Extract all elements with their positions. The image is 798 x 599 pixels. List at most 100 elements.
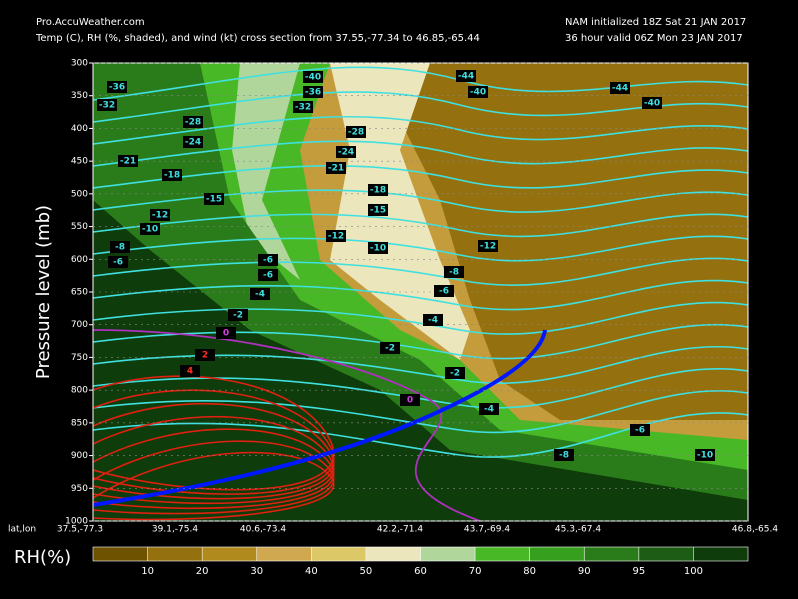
x-tick-label: 45.3,-67.4 [555, 525, 601, 535]
contour-label: -12 [480, 242, 496, 252]
contour-label: 4 [187, 367, 193, 377]
contour-label-box [250, 288, 270, 300]
colorbar-swatch [147, 547, 203, 561]
contour-label: -4 [428, 316, 438, 326]
colorbar-swatch [693, 547, 748, 561]
contour-label-box [140, 223, 160, 235]
y-tick-label: 750 [71, 353, 88, 363]
colorbar-tick-label: 30 [250, 566, 263, 577]
contour-label-box [423, 314, 443, 326]
colorbar-label: RH(%) [14, 547, 71, 568]
contour-label: -8 [449, 268, 459, 278]
colorbar-tick-label: 90 [578, 566, 591, 577]
colorbar-swatch [420, 547, 476, 561]
contour-label-box [368, 184, 388, 196]
contour-label: -6 [263, 271, 273, 281]
contour-label-box [258, 254, 278, 266]
y-axis-label: Pressure level (mb) [33, 205, 54, 379]
temperature-contour [93, 257, 748, 286]
contour-label: -15 [206, 195, 222, 205]
colorbar-tick-label: 60 [414, 566, 427, 577]
contour-label-box [228, 309, 248, 321]
temperature-contour [93, 345, 748, 384]
contour-label: -40 [305, 73, 321, 83]
contour-label: -28 [185, 118, 201, 128]
warm-contour [93, 440, 335, 515]
contour-label: -44 [458, 72, 474, 82]
contour-label: -40 [470, 88, 486, 98]
contour-label: -28 [348, 128, 364, 138]
contour-label-box [479, 403, 499, 415]
contour-label-box [642, 97, 662, 109]
temperature-contour [93, 213, 748, 238]
colorbar-swatch [202, 547, 257, 561]
contour-label-box [303, 86, 323, 98]
front-line [93, 329, 547, 507]
contour-label: -15 [370, 206, 386, 216]
colorbar-swatch [529, 547, 585, 561]
contour-label: -4 [484, 405, 494, 415]
colorbar-tick-label: 20 [196, 566, 209, 577]
contour-label: 0 [223, 329, 229, 339]
colorbar-swatch [584, 547, 639, 561]
contour-label-box [468, 86, 488, 98]
contour-label: -2 [385, 344, 395, 354]
colorbar-swatch [638, 547, 694, 561]
rh-field [93, 63, 748, 521]
contour-label-box [400, 394, 420, 406]
colorbar-swatch [256, 547, 312, 561]
zero-contour [93, 329, 481, 521]
contour-label: -10 [697, 451, 713, 461]
contour-label: -6 [263, 256, 273, 266]
contour-label: -24 [185, 138, 201, 148]
contour-label: -8 [115, 243, 125, 253]
y-tick-label: 850 [71, 418, 88, 428]
contour-label: -6 [113, 258, 123, 268]
x-tick-label: 39.1,-75.4 [152, 525, 198, 535]
contour-label: -6 [439, 287, 449, 297]
contour-label: -8 [559, 451, 569, 461]
y-tick-label: 500 [71, 189, 88, 199]
y-tick-label: 300 [71, 59, 88, 69]
contour-label-box [630, 424, 650, 436]
colorbar-tick-label: 10 [141, 566, 154, 577]
contour-label: 0 [407, 396, 413, 406]
contour-label-box [434, 285, 454, 297]
contour-label: -18 [164, 171, 180, 181]
x-tick-label: 37.5,-77.3 [57, 525, 103, 535]
contour-label-box [478, 240, 498, 252]
colorbar-tick-label: 95 [632, 566, 645, 577]
contour-label-box [326, 230, 346, 242]
contour-label-box [150, 209, 170, 221]
contour-label: -12 [152, 211, 168, 221]
contour-label-box [444, 266, 464, 278]
y-tick-label: 600 [71, 255, 88, 265]
warm-contour [93, 416, 335, 505]
contour-label: -2 [450, 369, 460, 379]
contour-label-box [346, 126, 366, 138]
x-tick-label: 43.7,-69.4 [464, 525, 510, 535]
y-tick-label: 950 [71, 484, 88, 494]
temperature-contour [93, 115, 748, 145]
colorbar-swatch [365, 547, 421, 561]
contour-label: -10 [142, 225, 158, 235]
contour-label: -32 [295, 103, 311, 113]
contour-label-box [380, 342, 400, 354]
contour-label: -2 [233, 311, 243, 321]
x-axis-label: lat,lon [8, 525, 36, 535]
contour-label-box [258, 269, 278, 281]
y-tick-label: 400 [71, 124, 88, 134]
x-tick-label: 40.6,-73.4 [240, 525, 286, 535]
contour-label-box [107, 81, 127, 93]
temperature-contour [93, 165, 748, 189]
colorbar-swatch [475, 547, 530, 561]
temperature-contour [93, 235, 748, 262]
contour-label: 2 [202, 351, 208, 361]
contour-label-box [326, 162, 346, 174]
contour-label-box [183, 136, 203, 148]
contour-label-box [336, 146, 356, 158]
contour-label-box [293, 101, 313, 113]
temperature-contour [93, 301, 748, 335]
contour-label-box [162, 169, 182, 181]
